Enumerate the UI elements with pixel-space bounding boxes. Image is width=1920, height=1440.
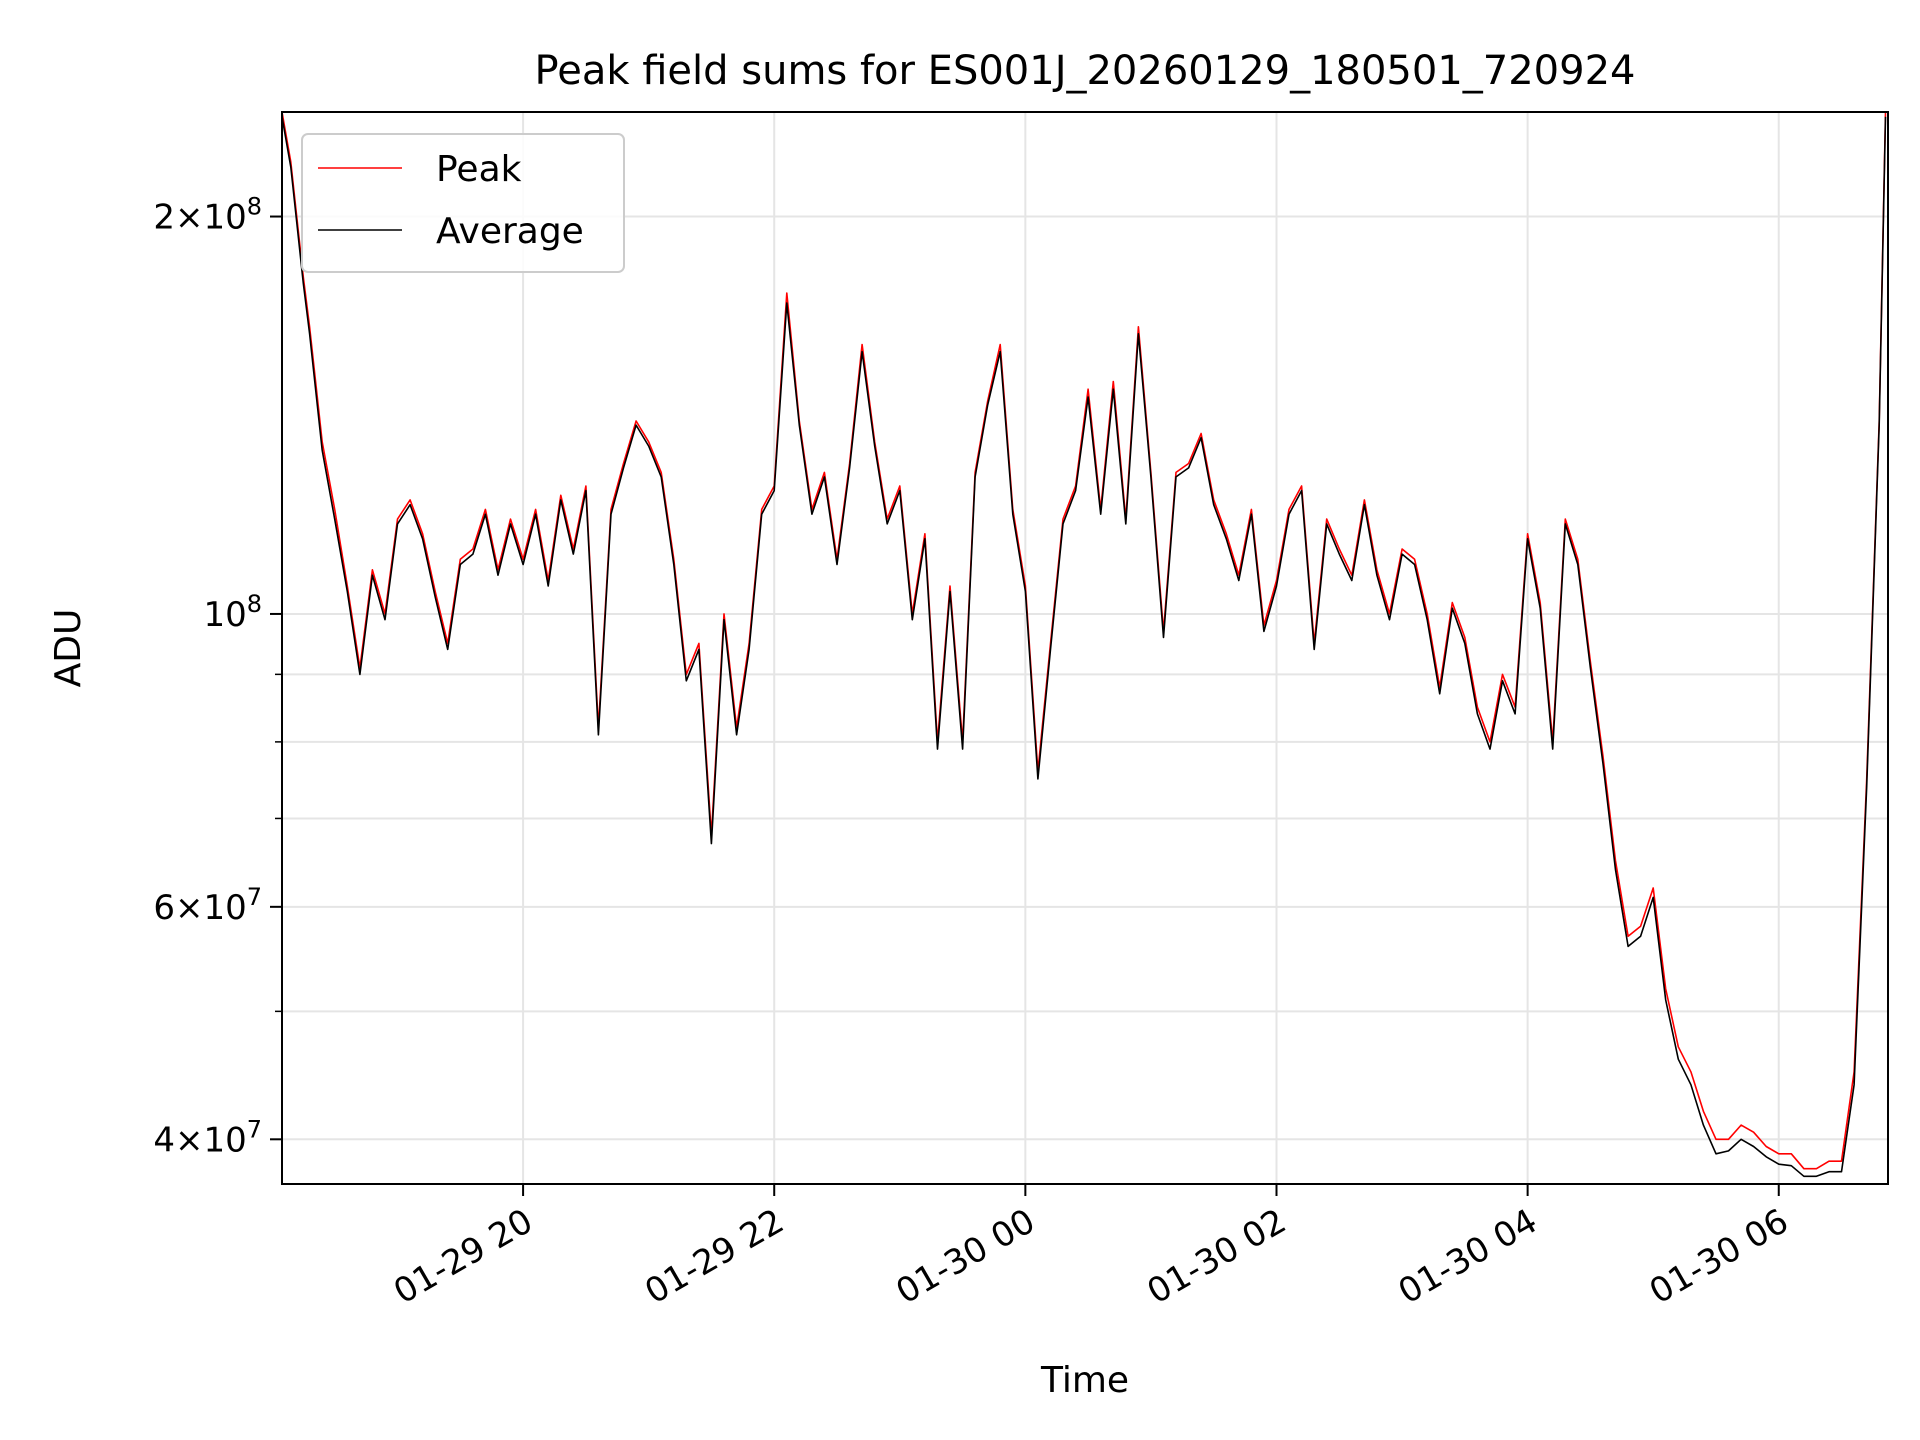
legend-label-peak: Peak — [436, 149, 522, 190]
y-tick-label: 2×108 — [153, 193, 262, 238]
legend: Peak Average — [301, 133, 625, 273]
series-line-average — [282, 116, 1887, 1178]
x-axis-label: Time — [1040, 1360, 1129, 1401]
y-axis: 4×107 6×107 108 2×108 — [153, 193, 282, 1160]
legend-label-average: Average — [436, 211, 584, 252]
series-line-peak — [282, 112, 1887, 1170]
chart-title: Peak field sums for ES001J_20260129_1805… — [535, 48, 1636, 94]
grid-lines — [282, 112, 1888, 1184]
plot-frame — [281, 111, 1889, 1185]
y-tick-label: 4×107 — [153, 1115, 262, 1160]
y-tick-label: 108 — [203, 590, 262, 635]
y-axis-label: ADU — [48, 609, 89, 688]
series-layer — [282, 112, 1887, 1178]
y-tick-label: 6×107 — [153, 883, 262, 928]
plot-area — [282, 112, 1887, 1178]
